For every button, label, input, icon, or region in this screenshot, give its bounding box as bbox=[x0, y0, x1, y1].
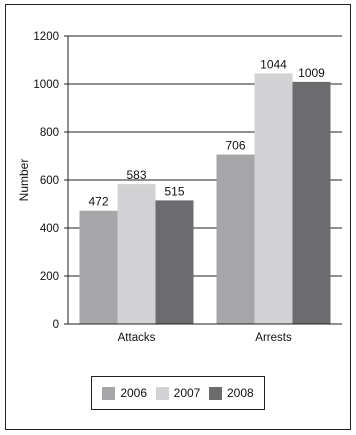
y-tick-label: 400 bbox=[40, 223, 59, 235]
legend-swatch bbox=[155, 386, 169, 400]
legend-label: 2008 bbox=[226, 386, 254, 400]
legend-item-2007: 2007 bbox=[155, 386, 201, 400]
x-tick-label: Arrests bbox=[255, 332, 292, 344]
data-label: 583 bbox=[126, 168, 146, 182]
bar-attacks-2006 bbox=[79, 210, 118, 324]
y-tick-labels: 0 200 400 600 800 1000 1200 bbox=[33, 31, 68, 331]
data-label: 706 bbox=[225, 139, 245, 153]
legend-label: 2006 bbox=[120, 386, 148, 400]
legend-item-2008: 2008 bbox=[208, 386, 254, 400]
bar-attacks-2007 bbox=[117, 184, 156, 324]
y-tick-label: 800 bbox=[40, 127, 59, 139]
legend-item-2006: 2006 bbox=[102, 386, 147, 400]
data-label: 515 bbox=[164, 184, 184, 198]
bar-arrests-2008 bbox=[292, 81, 331, 324]
bar-attacks-2008 bbox=[155, 200, 194, 324]
bars bbox=[79, 73, 331, 324]
y-tick-label: 0 bbox=[53, 319, 59, 331]
x-tick-label: Attacks bbox=[118, 332, 156, 344]
y-tick-label: 1000 bbox=[33, 79, 59, 91]
data-label: 1009 bbox=[298, 66, 325, 80]
bar-arrests-2006 bbox=[216, 154, 255, 324]
legend-swatch bbox=[208, 386, 222, 400]
y-axis-label: Number bbox=[17, 159, 31, 202]
legend: 2006 2007 2008 bbox=[91, 376, 265, 410]
y-tick-label: 1200 bbox=[33, 31, 59, 43]
bar-chart: 472 583 515 706 1044 1009 0 200 400 600 800 1000 12… bbox=[17, 31, 342, 344]
y-tick-label: 200 bbox=[40, 271, 59, 283]
x-tick-labels: Attacks Arrests bbox=[118, 332, 292, 344]
y-tick-label: 600 bbox=[40, 175, 59, 187]
data-labels: 472 583 515 706 1044 1009 bbox=[88, 57, 325, 208]
data-label: 472 bbox=[88, 195, 108, 209]
bar-arrests-2007 bbox=[254, 73, 293, 324]
chart-frame bbox=[5, 4, 351, 430]
legend-label: 2007 bbox=[173, 386, 201, 400]
data-label: 1044 bbox=[260, 57, 287, 71]
legend-swatch bbox=[102, 386, 116, 400]
